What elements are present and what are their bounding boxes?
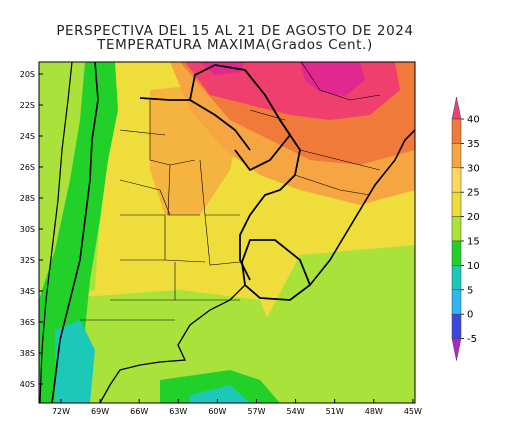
- map-title-line2: TEMPERATURA MAXIMA(Grados Cent.): [97, 37, 373, 53]
- colorbar-label: 35: [467, 139, 480, 150]
- lon-tick-label: 66W: [130, 407, 148, 416]
- lon-tick-label: 48W: [365, 407, 383, 416]
- lon-tick-label: 72W: [52, 407, 70, 416]
- colorbar-label: 40: [467, 115, 480, 126]
- colorbar-segment: [451, 143, 462, 169]
- lat-tick-label: 22S: [20, 101, 35, 110]
- uruguay-border: [241, 239, 312, 301]
- colorbar-label: 5: [467, 285, 473, 296]
- field-10-15-south: [160, 370, 280, 403]
- paraguay-border: [189, 64, 292, 172]
- temperature-field: [39, 62, 415, 403]
- lon-tick-label: 51W: [326, 407, 344, 416]
- lat-tick-label: 28S: [20, 194, 35, 203]
- field-15-20-east: [255, 245, 415, 403]
- lon-tick-label: 60W: [208, 407, 226, 416]
- lat-tick-label: 34S: [20, 287, 35, 296]
- bolivia-border: [139, 97, 251, 151]
- colorbar-label: 30: [467, 163, 480, 174]
- lon-tick-label: 54W: [287, 407, 305, 416]
- brazil-state-borders: [249, 62, 381, 196]
- map-title-line1: PERSPECTIVA DEL 15 AL 21 DE AGOSTO DE 20…: [56, 23, 414, 39]
- colorbar-label: 0: [467, 310, 473, 321]
- argentina-coast: [99, 284, 246, 403]
- lat-tick-label: 30S: [20, 225, 35, 234]
- colorbar-bottom-arrow: [451, 338, 462, 361]
- political-borders: [39, 62, 415, 403]
- colorbar-label: 20: [467, 212, 480, 223]
- lat-tick-label: 24S: [20, 132, 35, 141]
- field-5-10-sw: [55, 320, 95, 403]
- lat-tick-label: 40S: [20, 380, 35, 389]
- map-frame: [38, 61, 416, 404]
- brazil-coast: [309, 129, 415, 286]
- colorbar-segment: [451, 167, 462, 193]
- brazil-argentina-border: [239, 119, 301, 281]
- lat-tick-label: 32S: [20, 256, 35, 265]
- colorbar-label: 15: [467, 237, 480, 248]
- colorbar-segment: [451, 216, 462, 242]
- lon-tick-label: 57W: [247, 407, 265, 416]
- lat-tick-label: 38S: [20, 349, 35, 358]
- chile-coast: [39, 62, 73, 403]
- colorbar-segment: [451, 118, 462, 144]
- colorbar-label: 10: [467, 261, 480, 272]
- longitude-axis: 72W 69W 66W 63W 60W 57W 54W 51W 48W 45W: [52, 399, 422, 416]
- colorbar-top-arrow: [451, 96, 462, 120]
- lat-tick-label: 20S: [20, 70, 35, 79]
- latitude-axis: 20S 22S 24S 26S 28S 30S 32S 34S 36S 38S 40S: [20, 70, 43, 389]
- field-over-40: [300, 62, 365, 96]
- lat-tick-label: 36S: [20, 318, 35, 327]
- lon-tick-label: 45W: [404, 407, 422, 416]
- chile-argentina-border: [51, 62, 99, 403]
- province-borders: [80, 100, 241, 321]
- lon-tick-label: 69W: [91, 407, 109, 416]
- field-10-15-andes: [39, 62, 118, 403]
- lat-tick-label: 26S: [20, 163, 35, 172]
- field-over-40-west: [200, 62, 245, 75]
- colorbar-segment: [451, 240, 462, 266]
- colorbar: 40 35 30 25 20 15 10 5 0 -5: [451, 96, 480, 361]
- colorbar-segment: [451, 289, 462, 315]
- lon-tick-label: 63W: [169, 407, 187, 416]
- field-5-10-south: [190, 385, 250, 403]
- colorbar-segment: [451, 313, 462, 339]
- colorbar-label: -5: [467, 334, 477, 345]
- colorbar-segment: [451, 191, 462, 217]
- colorbar-segment: [451, 265, 462, 291]
- colorbar-label: 25: [467, 188, 480, 199]
